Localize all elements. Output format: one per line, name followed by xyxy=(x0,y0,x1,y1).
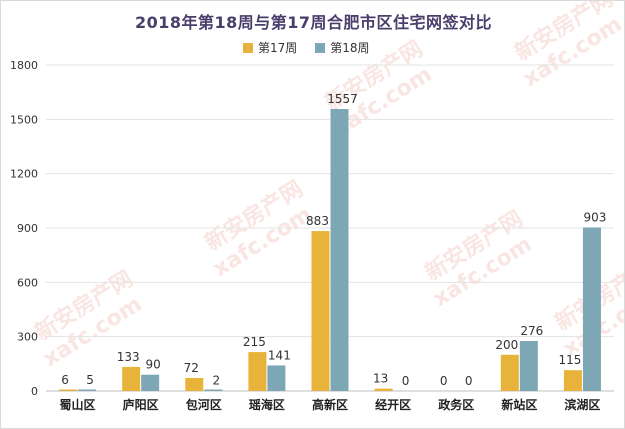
bar-week18-2 xyxy=(204,389,223,391)
data-label-week18-8: 903 xyxy=(583,210,606,224)
y-tick-label: 1200 xyxy=(10,168,38,181)
y-tick-label: 0 xyxy=(31,385,38,398)
bar-week18-0 xyxy=(78,389,97,391)
legend-item-week17: 第17周 xyxy=(243,39,297,56)
bar-week18-8 xyxy=(582,227,601,391)
data-label-week17-1: 133 xyxy=(117,350,140,364)
bar-week17-1 xyxy=(122,366,141,391)
x-category-label: 包河区 xyxy=(185,397,222,412)
x-category-label: 蜀山区 xyxy=(60,397,96,412)
x-category-label: 政务区 xyxy=(438,397,474,412)
data-label-week18-1: 90 xyxy=(146,358,161,372)
y-axis: 0 300 600 900 1200 1500 1800 xyxy=(10,59,38,398)
x-category-label: 瑶海区 xyxy=(249,397,285,412)
bar-week17-5 xyxy=(374,388,393,391)
data-label-week17-3: 215 xyxy=(243,335,266,349)
y-tick-label: 1800 xyxy=(10,59,38,72)
chart-title: 2018年第18周与第17周合肥市区住宅网签对比 xyxy=(134,13,493,32)
y-tick-label: 900 xyxy=(17,222,38,235)
bar-week18-1 xyxy=(141,374,160,391)
x-category-label: 经开区 xyxy=(375,397,411,412)
bar-week18-4 xyxy=(330,109,349,391)
bar-week17-8 xyxy=(563,370,582,391)
data-label-week18-6: 0 xyxy=(465,374,473,388)
data-label-week18-2: 2 xyxy=(212,374,220,388)
chart-legend: 第17周 第18周 xyxy=(243,39,388,56)
data-label-week17-5: 13 xyxy=(373,372,388,386)
y-tick-label: 600 xyxy=(17,276,38,289)
data-label-week18-0: 5 xyxy=(86,373,94,387)
data-label-week18-4: 1557 xyxy=(327,92,358,106)
y-tick-label: 300 xyxy=(17,331,38,344)
data-label-week17-7: 200 xyxy=(495,338,518,352)
bar-week18-3 xyxy=(267,365,286,391)
data-label-week17-8: 115 xyxy=(558,353,581,367)
bar-layer xyxy=(59,109,601,391)
data-label-week18-5: 0 xyxy=(402,374,410,388)
bar-week17-7 xyxy=(500,354,519,391)
bar-week17-3 xyxy=(248,352,267,391)
grid-lines xyxy=(46,64,614,392)
x-category-label: 高新区 xyxy=(312,397,348,412)
bar-week18-7 xyxy=(519,341,538,391)
data-label-week17-0: 6 xyxy=(61,373,69,387)
legend-swatch-week17 xyxy=(243,42,253,53)
data-label-week17-4: 883 xyxy=(306,214,329,228)
data-label-week17-6: 0 xyxy=(440,374,448,388)
data-label-week18-3: 141 xyxy=(268,348,291,362)
legend-swatch-week18 xyxy=(315,42,326,53)
legend-item-week18: 第18周 xyxy=(315,39,370,56)
x-category-label: 庐阳区 xyxy=(123,397,159,412)
y-tick-label: 1500 xyxy=(10,113,38,126)
data-label-week17-2: 72 xyxy=(184,361,199,375)
bar-week17-4 xyxy=(311,231,330,391)
x-category-label: 滨湖区 xyxy=(564,397,600,412)
x-axis: 蜀山区 庐阳区 包河区 瑶海区 高新区 经开区 政务区 新站区 滨湖区 xyxy=(60,397,601,412)
legend-label-week18: 第18周 xyxy=(330,41,370,55)
bar-week17-0 xyxy=(59,389,78,391)
bar-week17-2 xyxy=(185,377,204,391)
x-category-label: 新站区 xyxy=(501,397,537,412)
data-label-week18-7: 276 xyxy=(520,324,543,338)
legend-label-week17: 第17周 xyxy=(258,41,298,55)
